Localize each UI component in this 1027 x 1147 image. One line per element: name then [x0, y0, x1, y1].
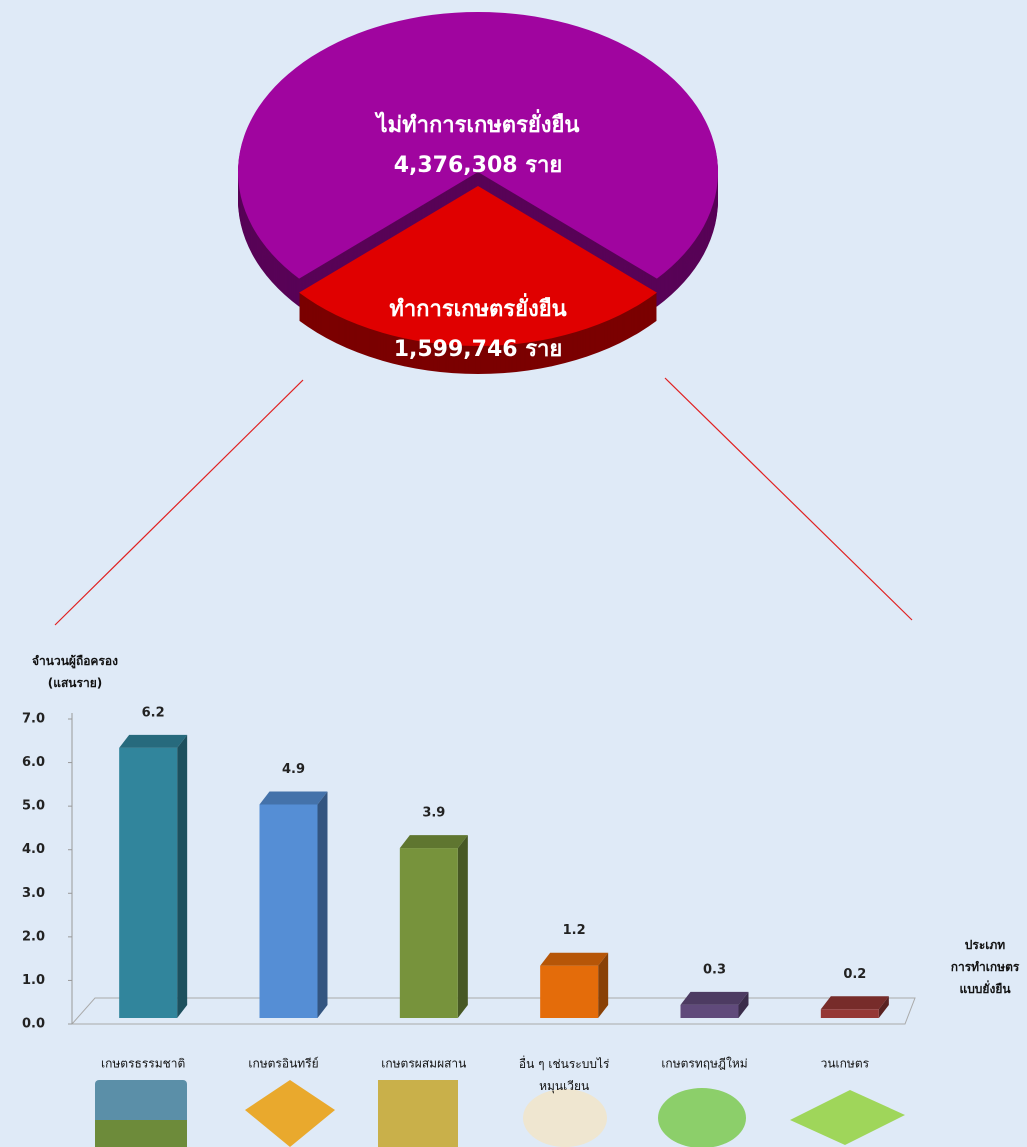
value-label: 3.9 — [422, 806, 445, 821]
value-label: 0.3 — [703, 962, 726, 977]
bar-top — [119, 734, 188, 748]
connector-line — [54, 379, 304, 626]
bar-top — [399, 835, 468, 849]
y-tick-label: 5.0 — [22, 799, 45, 814]
y-tick-label: 3.0 — [22, 886, 45, 901]
icon — [95, 1120, 187, 1147]
bar-top — [820, 996, 889, 1010]
bar-front — [680, 1004, 739, 1018]
y-tick-label: 6.0 — [22, 755, 45, 770]
bar — [680, 991, 749, 1018]
x-tick-label: เกษตรธรรมชาติ — [101, 1057, 185, 1071]
icons — [95, 1080, 905, 1147]
bar — [119, 734, 188, 1018]
bar — [399, 835, 468, 1018]
icon — [658, 1088, 746, 1147]
icon — [378, 1080, 458, 1147]
value-label: 1.2 — [563, 923, 586, 938]
slice-value-label: 4,376,308 ราย — [394, 153, 563, 178]
x-tick-label: อื่น ๆ เช่นระบบไร่หมุนเวียน — [519, 1055, 610, 1094]
x-tick-label: เกษตรอินทรีย์ — [248, 1057, 318, 1071]
bar-side — [598, 952, 609, 1018]
bar — [259, 791, 328, 1018]
floor — [70, 997, 916, 1025]
y-tick-label: 0.0 — [22, 1017, 45, 1032]
pie-slice — [238, 11, 719, 279]
pie-slice — [299, 186, 657, 346]
bar — [540, 952, 609, 1018]
bar-front — [259, 804, 318, 1018]
value-label: 0.2 — [843, 967, 866, 982]
x-tick-label: เกษตรทฤษฎีใหม่ — [661, 1057, 747, 1071]
bar-side — [317, 791, 328, 1018]
bar-side — [878, 996, 889, 1018]
icon — [790, 1090, 905, 1145]
value-label: 4.9 — [282, 762, 305, 777]
x-tick-label: เกษตรผสมผสาน — [381, 1057, 466, 1071]
x-axis-title: ประเภทการทำเกษตรแบบยั่งยืน — [951, 938, 1020, 996]
bar-front — [820, 1009, 879, 1018]
bar-front — [399, 848, 458, 1018]
y-tick-label: 4.0 — [22, 842, 45, 857]
bar — [820, 996, 889, 1018]
slice-label: ทำการเกษตรยั่งยืน — [389, 292, 566, 322]
bar-side — [738, 991, 749, 1018]
value-label: 6.2 — [142, 705, 165, 720]
connector-line — [664, 377, 913, 621]
y-tick-label: 1.0 — [22, 973, 45, 988]
slice-label: ไม่ทำการเกษตรยั่งยืน — [375, 108, 580, 138]
bar-side — [457, 835, 468, 1018]
bar-top — [259, 791, 328, 805]
bar-front — [119, 747, 178, 1018]
icon — [523, 1089, 607, 1147]
y-tick-label: 7.0 — [22, 712, 45, 727]
bar-top — [680, 991, 749, 1005]
bar-top — [540, 952, 609, 966]
x-tick-label: วนเกษตร — [821, 1057, 870, 1071]
icon — [245, 1080, 335, 1147]
y-tick-label: 2.0 — [22, 929, 45, 944]
slice-value-label: 1,599,746 ราย — [394, 337, 563, 362]
bar-front — [540, 965, 599, 1018]
y-axis-title: จำนวนผู้ถือครอง(แสนราย) — [32, 654, 118, 690]
bar-side — [177, 734, 188, 1018]
